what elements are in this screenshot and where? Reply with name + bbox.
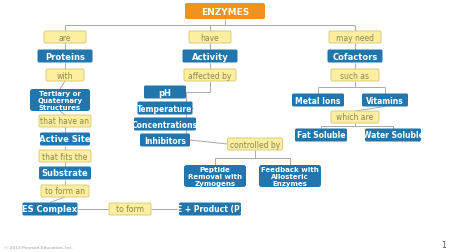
- FancyBboxPatch shape: [41, 185, 89, 197]
- Text: controlled by: controlled by: [230, 140, 280, 149]
- FancyBboxPatch shape: [46, 70, 84, 82]
- FancyBboxPatch shape: [189, 32, 231, 44]
- Text: with: with: [57, 71, 73, 80]
- FancyBboxPatch shape: [365, 129, 421, 142]
- FancyBboxPatch shape: [295, 129, 347, 142]
- Text: ENZYMES: ENZYMES: [201, 8, 249, 16]
- FancyBboxPatch shape: [134, 118, 196, 131]
- Text: E + Product (P): E + Product (P): [177, 205, 243, 214]
- FancyBboxPatch shape: [183, 50, 238, 63]
- FancyBboxPatch shape: [362, 94, 408, 107]
- Text: Substrate: Substrate: [41, 169, 88, 178]
- Text: to form an: to form an: [45, 187, 85, 196]
- Text: Peptide
Removal with
Zymogens: Peptide Removal with Zymogens: [188, 166, 242, 186]
- Text: 1: 1: [441, 240, 446, 249]
- Text: Water Soluble: Water Soluble: [363, 131, 423, 140]
- Text: © 2013 Pearson Education, Inc.: © 2013 Pearson Education, Inc.: [4, 245, 73, 249]
- Text: Cofactors: Cofactors: [333, 52, 378, 61]
- Text: Vitamins: Vitamins: [366, 96, 404, 105]
- Text: Fat Soluble: Fat Soluble: [297, 131, 345, 140]
- FancyBboxPatch shape: [37, 50, 93, 63]
- FancyBboxPatch shape: [39, 150, 91, 162]
- Text: have: have: [201, 33, 220, 42]
- Text: are: are: [59, 33, 71, 42]
- FancyBboxPatch shape: [109, 203, 151, 215]
- Text: Activity: Activity: [192, 52, 228, 61]
- FancyBboxPatch shape: [44, 32, 86, 44]
- FancyBboxPatch shape: [331, 70, 379, 82]
- Text: such as: such as: [341, 71, 369, 80]
- Text: pH: pH: [158, 88, 171, 97]
- Text: Inhibitors: Inhibitors: [144, 136, 186, 145]
- FancyBboxPatch shape: [331, 112, 379, 123]
- FancyBboxPatch shape: [184, 70, 236, 82]
- Text: Feedback with
Allosteric
Enzymes: Feedback with Allosteric Enzymes: [261, 166, 319, 186]
- FancyBboxPatch shape: [185, 4, 265, 20]
- Text: Proteins: Proteins: [45, 52, 85, 61]
- FancyBboxPatch shape: [39, 115, 91, 128]
- FancyBboxPatch shape: [259, 165, 321, 187]
- Text: that have an: that have an: [40, 117, 90, 126]
- FancyBboxPatch shape: [329, 32, 381, 44]
- FancyBboxPatch shape: [40, 133, 90, 146]
- Text: Temperature: Temperature: [137, 104, 193, 113]
- FancyBboxPatch shape: [144, 86, 186, 99]
- FancyBboxPatch shape: [140, 134, 190, 147]
- FancyBboxPatch shape: [292, 94, 344, 107]
- FancyBboxPatch shape: [138, 102, 193, 115]
- Text: Active Site: Active Site: [39, 135, 91, 144]
- FancyBboxPatch shape: [228, 138, 283, 150]
- FancyBboxPatch shape: [30, 90, 90, 112]
- Text: may need: may need: [336, 33, 374, 42]
- Text: ES Complex: ES Complex: [22, 205, 77, 214]
- Text: affected by: affected by: [188, 71, 232, 80]
- Text: Concentrations: Concentrations: [132, 120, 198, 129]
- Text: Tertiary or
Quaternary
Structures: Tertiary or Quaternary Structures: [37, 91, 82, 111]
- Text: Metal Ions: Metal Ions: [295, 96, 341, 105]
- FancyBboxPatch shape: [328, 50, 382, 63]
- FancyBboxPatch shape: [39, 167, 91, 180]
- Text: to form: to form: [116, 205, 144, 214]
- FancyBboxPatch shape: [22, 203, 77, 216]
- FancyBboxPatch shape: [179, 203, 241, 216]
- Text: that fits the: that fits the: [42, 152, 88, 161]
- Text: which are: which are: [337, 113, 374, 122]
- FancyBboxPatch shape: [184, 165, 246, 187]
